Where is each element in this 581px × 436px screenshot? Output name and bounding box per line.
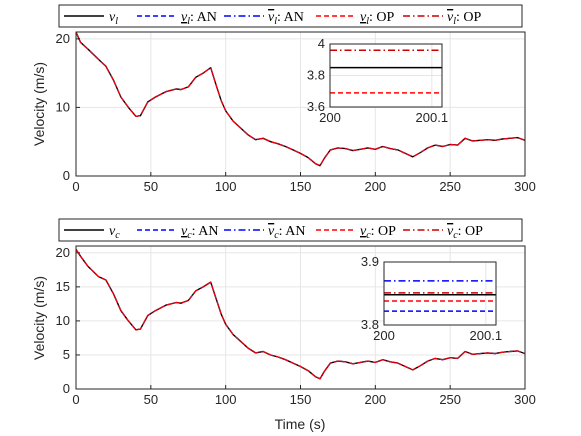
x-tick-label: 200 <box>364 392 386 407</box>
y-tick-label: 10 <box>56 313 70 328</box>
inset-y-tick-label: 3.9 <box>361 254 379 269</box>
inset-y-tick-label: 3.8 <box>361 317 379 332</box>
legend-label-vc-lower-an: vc: AN <box>181 224 219 241</box>
x-tick-label: 200 <box>364 179 386 194</box>
x-tick-label: 250 <box>439 392 461 407</box>
legend-label-vl-lower-an: vl: AN <box>181 10 217 27</box>
x-tick-label: 0 <box>72 179 79 194</box>
x-tick-label: 300 <box>514 179 536 194</box>
series-line-3 <box>75 249 526 380</box>
inset-x-tick-label: 200.1 <box>470 328 503 343</box>
axes-box <box>75 245 526 390</box>
x-tick-label: 100 <box>215 179 237 194</box>
x-axis-label-bottom: Time (s) <box>275 416 326 432</box>
inset-x-tick-label: 200.1 <box>416 110 449 125</box>
x-tick-label: 100 <box>215 392 237 407</box>
x-tick-label: 250 <box>439 179 461 194</box>
y-tick-label: 20 <box>56 31 70 46</box>
y-axis-label-bottom: Velocity (m/s) <box>31 276 47 360</box>
legend-label-vc-upper-an: vc: AN <box>268 224 306 241</box>
legend-top: vl vl: AN vl: AN vl: OP vl: OP <box>58 4 523 28</box>
y-tick-label: 15 <box>56 279 70 294</box>
y-tick-label: 5 <box>63 347 70 362</box>
legend-label-vc-upper-op: vc: OP <box>447 224 483 241</box>
plot-area-top: 0 50 100 150 200 250 300 0 10 20 200 200.1 4 3.8 3.6 <box>56 31 536 194</box>
chart-bottom: vc vc: AN vc: AN vc: OP vc: OP 0 50 100 150… <box>31 218 536 432</box>
legend-label-vl-upper-op: vl: OP <box>447 10 482 27</box>
x-tick-label: 300 <box>514 392 536 407</box>
series-line-2 <box>75 31 526 167</box>
inset-y-tick-label: 4 <box>318 36 325 51</box>
y-tick-label: 0 <box>63 168 70 183</box>
x-tick-label: 150 <box>290 179 312 194</box>
y-tick-label: 10 <box>56 99 70 114</box>
x-tick-label: 50 <box>144 392 158 407</box>
x-tick-label: 50 <box>144 179 158 194</box>
x-tick-label: 150 <box>290 392 312 407</box>
x-tick-label: 0 <box>72 392 79 407</box>
chart-top: vl vl: AN vl: AN vl: OP vl: OP 0 50 100 150… <box>31 4 536 194</box>
inset-x-tick-label: 200 <box>373 328 395 343</box>
inset-box <box>329 43 443 108</box>
legend-label-vl-lower-op: vl: OP <box>360 10 395 27</box>
y-axis-label-top: Velocity (m/s) <box>31 62 47 146</box>
inset-x-tick-label: 200 <box>319 110 341 125</box>
axes-box <box>75 31 526 177</box>
legend-label-vc-lower-op: vc: OP <box>360 224 396 241</box>
inset-box <box>383 261 497 326</box>
plot-area-bottom: 0 50 100 150 200 250 300 0 5 10 15 20 200 200.1 3.9 3.8 <box>56 245 536 407</box>
series-line-3 <box>75 31 526 167</box>
inset-zoom: 200 200.1 4 3.8 3.6 <box>307 36 448 125</box>
y-tick-label: 20 <box>56 245 70 260</box>
y-tick-label: 0 <box>63 381 70 396</box>
inset-y-tick-label: 3.8 <box>307 68 325 83</box>
legend-label-vl: vl <box>109 10 118 27</box>
inset-zoom: 200 200.1 3.9 3.8 <box>361 254 502 343</box>
legend-bottom: vc vc: AN vc: AN vc: OP vc: OP <box>58 218 523 242</box>
legend-label-vc: vc <box>109 224 120 241</box>
legend-label-vl-upper-an: vl: AN <box>268 10 304 27</box>
inset-y-tick-label: 3.6 <box>307 99 325 114</box>
